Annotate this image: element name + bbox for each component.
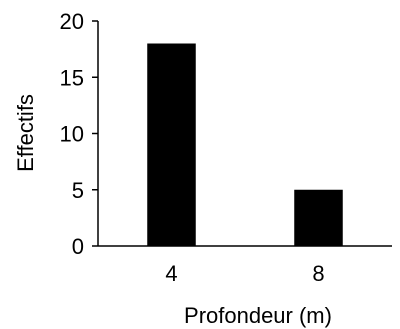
x-tick-label: 4 — [165, 261, 177, 286]
bars — [147, 43, 343, 246]
y-tick-label: 5 — [72, 178, 84, 203]
bar-8 — [294, 189, 343, 246]
y-tick-label: 0 — [72, 234, 84, 259]
x-tick-label: 8 — [312, 261, 324, 286]
y-tick-label: 10 — [60, 122, 84, 147]
y-axis-label: Effectifs — [13, 94, 38, 172]
bar-4 — [147, 43, 196, 246]
y-tick-label: 20 — [60, 9, 84, 34]
y-axis: 0 5 10 15 20 — [60, 9, 99, 259]
y-tick-label: 15 — [60, 65, 84, 90]
x-axis-label: Profondeur (m) — [184, 303, 332, 328]
